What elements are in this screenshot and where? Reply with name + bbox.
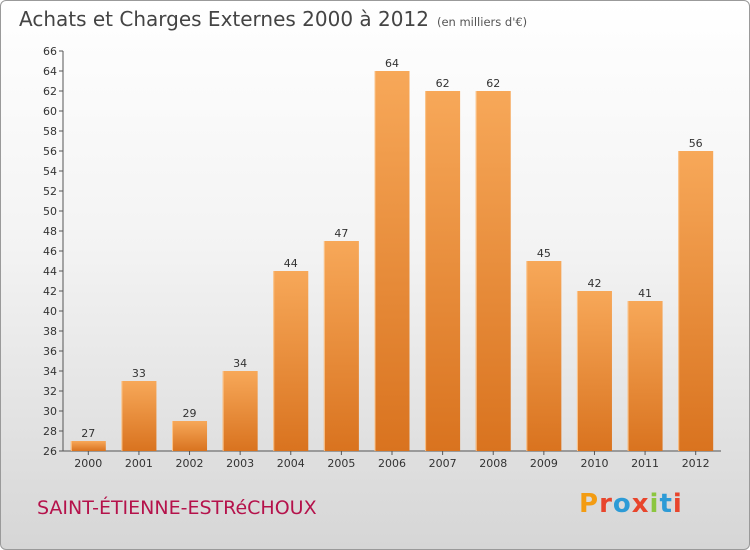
y-tick-label: 66 bbox=[43, 45, 57, 58]
chart-title-text: Achats et Charges Externes 2000 à 2012 bbox=[19, 7, 429, 31]
bar-2006 bbox=[374, 71, 410, 451]
y-tick-label: 36 bbox=[43, 345, 57, 358]
data-label: 34 bbox=[233, 357, 247, 370]
data-label: 62 bbox=[436, 77, 450, 90]
data-label: 44 bbox=[284, 257, 298, 270]
logo-letter: r bbox=[599, 489, 613, 519]
y-tick-label: 32 bbox=[43, 385, 57, 398]
bar-2012 bbox=[678, 151, 714, 451]
x-tick-label: 2010 bbox=[580, 457, 608, 470]
x-tick-label: 2012 bbox=[682, 457, 710, 470]
x-tick-label: 2004 bbox=[277, 457, 305, 470]
data-label: 45 bbox=[537, 247, 551, 260]
data-label: 62 bbox=[486, 77, 500, 90]
bar-2008 bbox=[475, 91, 511, 451]
logo-letter: o bbox=[612, 489, 632, 519]
data-label: 27 bbox=[81, 427, 95, 440]
data-label: 29 bbox=[183, 407, 197, 420]
bar-2004 bbox=[273, 271, 309, 451]
x-tick-label: 2009 bbox=[530, 457, 558, 470]
chart-title: Achats et Charges Externes 2000 à 2012 (e… bbox=[19, 7, 527, 31]
x-tick-label: 2003 bbox=[226, 457, 254, 470]
y-tick-label: 46 bbox=[43, 245, 57, 258]
y-tick-label: 38 bbox=[43, 325, 57, 338]
data-label: 56 bbox=[689, 137, 703, 150]
bar-2005 bbox=[323, 241, 359, 451]
logo-letter: i bbox=[649, 489, 660, 519]
x-tick-label: 2006 bbox=[378, 457, 406, 470]
y-tick-label: 44 bbox=[43, 265, 57, 278]
logo-letter: x bbox=[631, 489, 650, 519]
bar-2011 bbox=[627, 301, 663, 451]
data-label: 64 bbox=[385, 57, 399, 70]
y-tick-label: 54 bbox=[43, 165, 57, 178]
y-tick-label: 26 bbox=[43, 445, 57, 458]
x-tick-label: 2007 bbox=[429, 457, 457, 470]
y-tick-label: 56 bbox=[43, 145, 57, 158]
x-tick-label: 2001 bbox=[125, 457, 153, 470]
y-tick-label: 34 bbox=[43, 365, 57, 378]
bar-2000 bbox=[70, 441, 106, 451]
data-label: 42 bbox=[587, 277, 601, 290]
proxiti-logo: Proxiti bbox=[579, 489, 683, 519]
x-tick-label: 2008 bbox=[479, 457, 507, 470]
bar-2003 bbox=[222, 371, 258, 451]
y-tick-label: 30 bbox=[43, 405, 57, 418]
x-tick-label: 2005 bbox=[327, 457, 355, 470]
logo-letter: t bbox=[659, 489, 673, 519]
x-tick-label: 2002 bbox=[176, 457, 204, 470]
y-tick-label: 62 bbox=[43, 85, 57, 98]
y-tick-label: 58 bbox=[43, 125, 57, 138]
y-tick-label: 40 bbox=[43, 305, 57, 318]
bar-2002 bbox=[172, 421, 208, 451]
bar-2009 bbox=[526, 261, 562, 451]
data-label: 47 bbox=[334, 227, 348, 240]
commune-name: SAINT-ÉTIENNE-ESTRéCHOUX bbox=[37, 497, 317, 519]
y-tick-label: 60 bbox=[43, 105, 57, 118]
bar-2010 bbox=[576, 291, 612, 451]
logo-letter: P bbox=[579, 489, 600, 519]
bar-2007 bbox=[425, 91, 461, 451]
logo-letter: i bbox=[672, 489, 683, 519]
bar-2001 bbox=[121, 381, 157, 451]
y-tick-label: 52 bbox=[43, 185, 57, 198]
y-tick-label: 48 bbox=[43, 225, 57, 238]
x-tick-label: 2011 bbox=[631, 457, 659, 470]
y-tick-label: 42 bbox=[43, 285, 57, 298]
y-tick-label: 64 bbox=[43, 65, 57, 78]
y-tick-label: 50 bbox=[43, 205, 57, 218]
chart-subtitle: (en milliers d'€) bbox=[436, 15, 528, 29]
x-tick-label: 2000 bbox=[74, 457, 102, 470]
y-tick-label: 28 bbox=[43, 425, 57, 438]
data-label: 41 bbox=[638, 287, 652, 300]
data-label: 33 bbox=[132, 367, 146, 380]
